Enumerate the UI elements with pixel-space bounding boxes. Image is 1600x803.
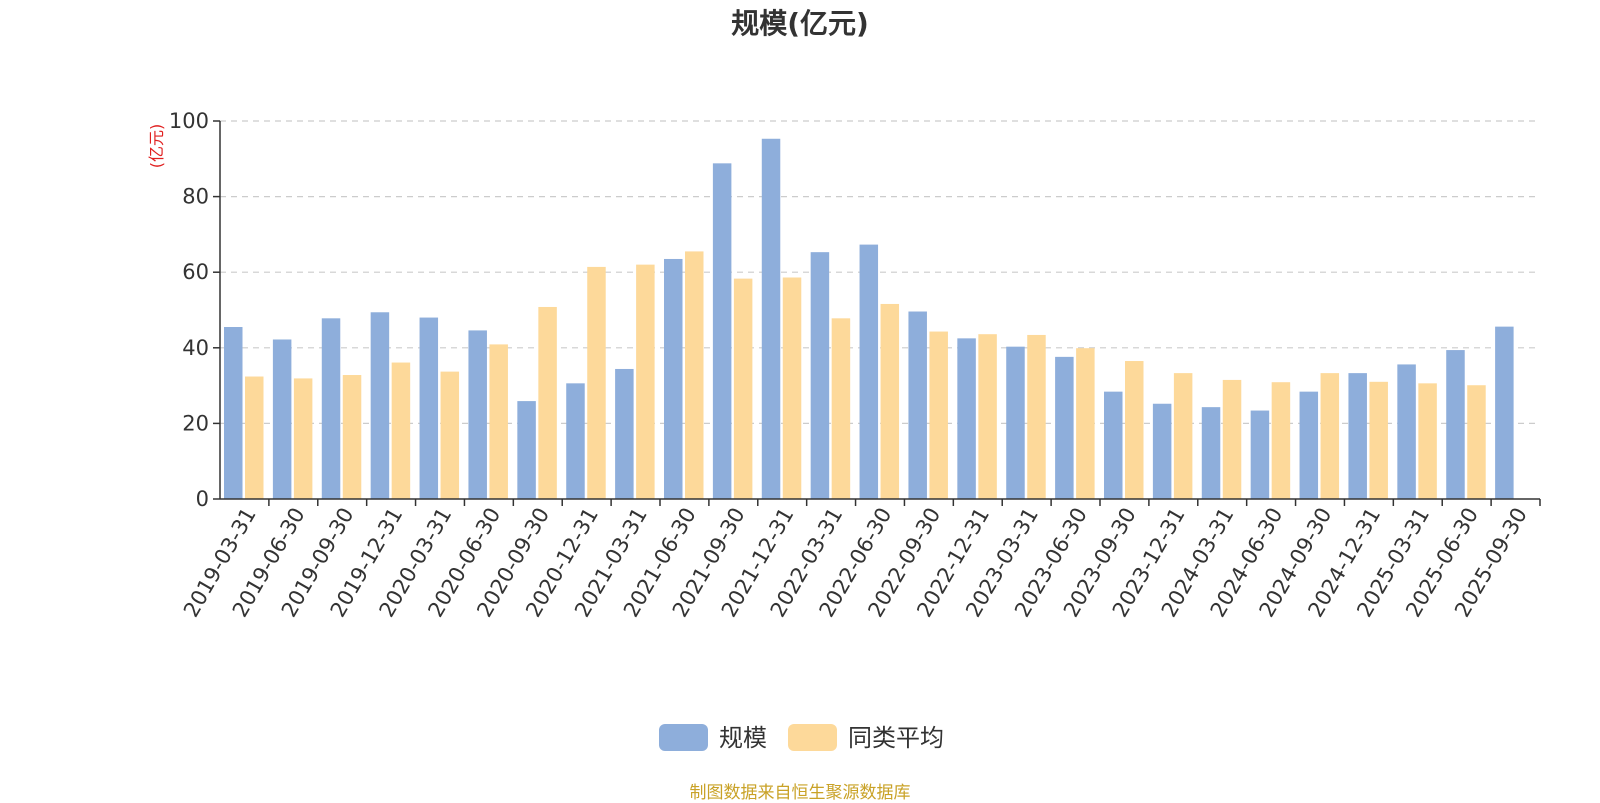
bar-scale <box>1104 391 1123 499</box>
bar-peer-average <box>245 376 264 499</box>
bar-peer-average <box>538 306 557 499</box>
bar-scale <box>712 163 732 499</box>
y-tick-label: 80 <box>182 185 209 209</box>
bar-peer-average <box>440 371 460 499</box>
y-tick-label: 0 <box>196 487 209 511</box>
bar-peer-average <box>1173 373 1193 499</box>
bar-scale <box>1006 346 1025 499</box>
bar-scale <box>224 327 243 499</box>
legend-label: 规模 <box>719 724 767 752</box>
bar-scale <box>517 401 536 499</box>
bar-scale <box>1446 350 1465 499</box>
bar-scale <box>908 311 927 499</box>
bar-peer-average <box>587 266 606 499</box>
bar-peer-average <box>929 331 948 499</box>
bar-scale <box>859 244 879 499</box>
legend: 规模 同类平均 <box>659 724 944 752</box>
legend-swatch <box>659 724 708 751</box>
bar-peer-average <box>1418 383 1437 499</box>
bar-peer-average <box>293 378 313 499</box>
chart-title: 规模(亿元) <box>731 7 869 40</box>
bar-scale <box>1495 326 1514 499</box>
bar-scale <box>1348 373 1367 499</box>
bar-scale <box>566 383 585 499</box>
legend-label: 同类平均 <box>848 724 944 752</box>
bar-scale <box>1397 364 1416 499</box>
bar-peer-average <box>880 303 900 499</box>
bar-scale <box>1055 356 1074 499</box>
bar-scale <box>370 312 390 499</box>
bar-scale <box>810 252 830 499</box>
bar-scale <box>1250 410 1270 499</box>
bar-peer-average <box>1027 334 1046 499</box>
bar-peer-average <box>831 318 851 499</box>
bar-peer-average <box>391 362 411 499</box>
y-tick-label: 100 <box>169 109 209 133</box>
y-axis-unit-label: (亿元) <box>147 124 166 169</box>
bar-peer-average <box>1369 381 1388 499</box>
bar-peer-average <box>1222 379 1242 499</box>
bar-scale <box>321 318 341 499</box>
bar-peer-average <box>1125 361 1144 499</box>
bar-peer-average <box>489 344 508 499</box>
y-tick-label: 60 <box>182 260 209 284</box>
bar-peer-average <box>1320 373 1340 499</box>
bar-scale <box>957 338 976 499</box>
bar-scale <box>272 339 292 499</box>
legend-swatch <box>788 724 837 751</box>
bar-peer-average <box>342 375 362 499</box>
bar-peer-average <box>733 278 753 499</box>
bar-peer-average <box>1271 382 1291 499</box>
bar-scale <box>419 317 439 499</box>
bar-scale <box>1152 403 1172 499</box>
source-note: 制图数据来自恒生聚源数据库 <box>689 783 911 803</box>
bar-scale <box>1299 391 1319 499</box>
bars <box>224 138 1514 500</box>
grid-lines <box>220 120 1540 424</box>
bar-scale <box>664 258 683 499</box>
bar-peer-average <box>1467 385 1486 499</box>
bar-scale <box>468 330 487 499</box>
bar-scale <box>761 138 781 500</box>
y-tick-label: 20 <box>182 411 209 435</box>
bar-peer-average <box>1076 348 1095 499</box>
bar-peer-average <box>685 251 704 499</box>
bar-peer-average <box>636 264 655 499</box>
bar-scale <box>1201 407 1221 499</box>
bar-scale <box>615 368 634 499</box>
bar-peer-average <box>782 277 802 499</box>
bar-peer-average <box>978 334 997 499</box>
y-tick-label: 40 <box>182 336 209 360</box>
